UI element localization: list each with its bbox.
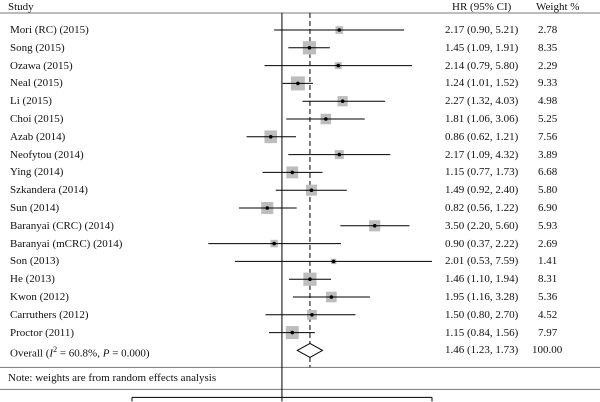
study-weight: 8.35 bbox=[538, 41, 558, 54]
study-ci: 2.17 (0.90, 5.21) bbox=[445, 24, 519, 36]
study-weight: 6.68 bbox=[538, 166, 558, 179]
point-estimate bbox=[290, 170, 295, 175]
study-ci: 0.90 (0.37, 2.22) bbox=[445, 237, 519, 250]
study-marks bbox=[208, 26, 432, 358]
study-ci: 0.82 (0.56, 1.22) bbox=[445, 202, 519, 214]
study-ci: 1.24 (1.01, 1.52) bbox=[445, 77, 519, 90]
study-ci: 1.46 (1.10, 1.94) bbox=[445, 273, 519, 286]
study-ci: 1.50 (0.80, 2.70) bbox=[445, 308, 519, 321]
study-weight: 5.36 bbox=[538, 291, 558, 303]
study-label: Proctor (2011) bbox=[10, 326, 75, 339]
study-ci: 0.86 (0.62, 1.21) bbox=[445, 130, 519, 143]
study-weight: 3.89 bbox=[538, 148, 558, 161]
study-weight: 4.52 bbox=[538, 308, 558, 321]
point-estimate bbox=[268, 135, 273, 139]
study-label: Mori (RC) (2015) bbox=[10, 24, 89, 36]
study-ci: 2.17 (1.09, 4.32) bbox=[445, 148, 519, 161]
study-weight: 2.78 bbox=[538, 24, 558, 36]
study-weight: 5.93 bbox=[538, 219, 558, 232]
point-estimate bbox=[296, 81, 300, 86]
study-weight: 5.80 bbox=[538, 184, 558, 197]
study-label: Baranyai (CRC) (2014) bbox=[10, 219, 114, 232]
study-weight: 6.90 bbox=[538, 202, 558, 214]
overall-label-prefix: Overall ( bbox=[10, 348, 50, 361]
overall-i2-sup: 2 bbox=[53, 345, 58, 355]
overall-p-value: = 0.000) bbox=[109, 348, 150, 361]
overall-p-symbol: P bbox=[102, 348, 110, 361]
point-estimate bbox=[309, 188, 314, 192]
study-weight: 9.33 bbox=[538, 77, 558, 90]
overall-weight: 100.00 bbox=[532, 344, 563, 357]
study-label: Ozawa (2015) bbox=[10, 59, 73, 72]
point-estimate bbox=[331, 259, 336, 264]
study-weight: 2.69 bbox=[538, 237, 558, 250]
overall-i2-symbol: I bbox=[49, 348, 54, 361]
study-label: Li (2015) bbox=[10, 95, 52, 108]
study-label: Choi (2015) bbox=[10, 113, 64, 125]
point-estimate bbox=[337, 28, 342, 32]
point-estimate bbox=[340, 99, 345, 103]
study-label: Neofytou (2014) bbox=[10, 148, 84, 161]
study-weight: 7.97 bbox=[538, 326, 558, 339]
header-hr-ci: HR (95% CI) bbox=[452, 1, 512, 13]
study-weight: 4.98 bbox=[538, 95, 558, 108]
study-ci: 2.01 (0.53, 7.59) bbox=[445, 255, 519, 268]
overall-i2-value: = 60.8%, bbox=[57, 348, 103, 361]
point-estimate bbox=[265, 206, 270, 210]
point-estimate bbox=[272, 241, 276, 246]
study-label: Szkandera (2014) bbox=[10, 184, 88, 197]
study-label: Sun (2014) bbox=[10, 202, 60, 214]
study-weight: 8.31 bbox=[538, 273, 558, 286]
study-label: He (2013) bbox=[10, 273, 55, 286]
point-estimate bbox=[308, 277, 312, 282]
point-estimate bbox=[310, 313, 314, 317]
reference-lines bbox=[281, 13, 311, 398]
study-weight: 5.25 bbox=[538, 113, 558, 125]
point-estimate bbox=[372, 224, 377, 228]
study-label: Song (2015) bbox=[10, 41, 65, 54]
overall-label: Overall (I2 = 60.8%, P = 0.000) bbox=[10, 343, 150, 361]
study-label: Baranyai (mCRC) (2014) bbox=[10, 237, 123, 250]
study-weight: 7.56 bbox=[538, 130, 558, 143]
study-label: Carruthers (2012) bbox=[10, 308, 89, 321]
study-label: Neal (2015) bbox=[10, 77, 63, 90]
study-label: Azab (2014) bbox=[10, 130, 66, 143]
overall-diamond bbox=[296, 342, 324, 358]
study-label: Son (2013) bbox=[10, 255, 60, 268]
study-ci: 2.14 (0.79, 5.80) bbox=[445, 59, 519, 72]
table-rules bbox=[0, 12, 600, 390]
study-ci: 1.15 (0.84, 1.56) bbox=[445, 326, 519, 339]
point-estimate bbox=[290, 330, 295, 335]
study-ci: 3.50 (2.20, 5.60) bbox=[445, 219, 519, 232]
overall-ci: 1.46 (1.23, 1.73) bbox=[445, 344, 519, 357]
point-estimate bbox=[307, 46, 312, 50]
study-ci: 1.49 (0.92, 2.40) bbox=[445, 184, 519, 197]
study-ci: 1.95 (1.16, 3.28) bbox=[445, 291, 519, 303]
point-estimate bbox=[336, 63, 341, 68]
study-weight: 1.41 bbox=[538, 255, 558, 268]
study-ci: 2.27 (1.32, 4.03) bbox=[445, 95, 519, 108]
point-estimate bbox=[337, 152, 342, 157]
study-label: Ying (2014) bbox=[10, 166, 64, 179]
study-ci: 1.81 (1.06, 3.06) bbox=[445, 113, 519, 125]
header-weight: Weight % bbox=[536, 1, 580, 13]
footnote: Note: weights are from random effects an… bbox=[8, 372, 217, 385]
point-estimate bbox=[329, 295, 334, 299]
study-ci: 1.15 (0.77, 1.73) bbox=[445, 166, 519, 179]
point-estimate bbox=[324, 117, 328, 121]
header-study: Study bbox=[8, 1, 34, 13]
study-weight: 2.29 bbox=[538, 59, 558, 72]
study-label: Kwon (2012) bbox=[10, 291, 69, 303]
x-axis: .13217.59 bbox=[131, 396, 433, 402]
study-ci: 1.45 (1.09, 1.91) bbox=[445, 41, 519, 54]
